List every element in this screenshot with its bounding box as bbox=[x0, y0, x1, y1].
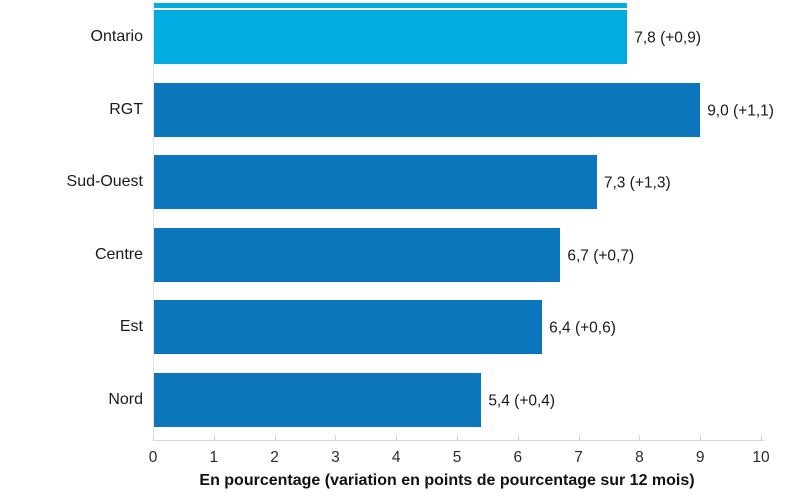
value-label: 5,4 (+0,4) bbox=[488, 392, 556, 410]
value-label: 6,7 (+0,7) bbox=[567, 247, 635, 265]
tick-mark bbox=[335, 435, 337, 440]
tick-mark bbox=[213, 435, 215, 440]
category-label: Ontario bbox=[90, 28, 143, 45]
y-axis-line bbox=[153, 3, 154, 440]
x-axis-title: En pourcentage (variation en points de p… bbox=[199, 472, 695, 489]
tick-label: 8 bbox=[635, 449, 644, 466]
tick-mark bbox=[517, 435, 519, 440]
category-label: Est bbox=[119, 318, 143, 336]
category-label: Centre bbox=[94, 245, 143, 263]
bar bbox=[153, 82, 701, 137]
cutoff-bar-sliver bbox=[153, 3, 628, 8]
tick-mark bbox=[153, 435, 154, 440]
bar bbox=[153, 155, 597, 210]
tick-label: 7 bbox=[574, 449, 583, 466]
tick-mark bbox=[639, 435, 641, 440]
tick-label: 4 bbox=[391, 449, 401, 466]
value-label: 7,8 (+0,9) bbox=[634, 29, 702, 47]
tick-label: 3 bbox=[331, 449, 340, 466]
bar bbox=[153, 300, 543, 355]
tick-label: 1 bbox=[209, 449, 219, 466]
tick-label: 10 bbox=[752, 449, 770, 466]
category-label: Nord bbox=[108, 391, 143, 408]
tick-label: 5 bbox=[452, 449, 462, 466]
value-label: 7,3 (+1,3) bbox=[603, 174, 671, 192]
tick-label: 2 bbox=[270, 449, 279, 466]
bar bbox=[153, 10, 628, 64]
category-label: Sud-Ouest bbox=[66, 173, 143, 191]
category-label: RGT bbox=[109, 100, 143, 118]
tick-mark bbox=[700, 435, 702, 440]
value-label: 9,0 (+1,1) bbox=[707, 101, 774, 119]
value-label: 6,4 (+0,6) bbox=[549, 319, 616, 337]
tick-mark bbox=[274, 435, 276, 440]
tick-label: 9 bbox=[695, 449, 705, 466]
tick-mark bbox=[457, 435, 458, 440]
x-axis-line bbox=[153, 440, 765, 441]
bar bbox=[153, 373, 482, 427]
tick-mark bbox=[578, 435, 580, 440]
bar bbox=[153, 227, 561, 282]
tick-label: 0 bbox=[148, 449, 158, 466]
tick-label: 6 bbox=[513, 449, 523, 466]
tick-mark bbox=[761, 435, 762, 440]
tick-mark bbox=[396, 435, 398, 440]
